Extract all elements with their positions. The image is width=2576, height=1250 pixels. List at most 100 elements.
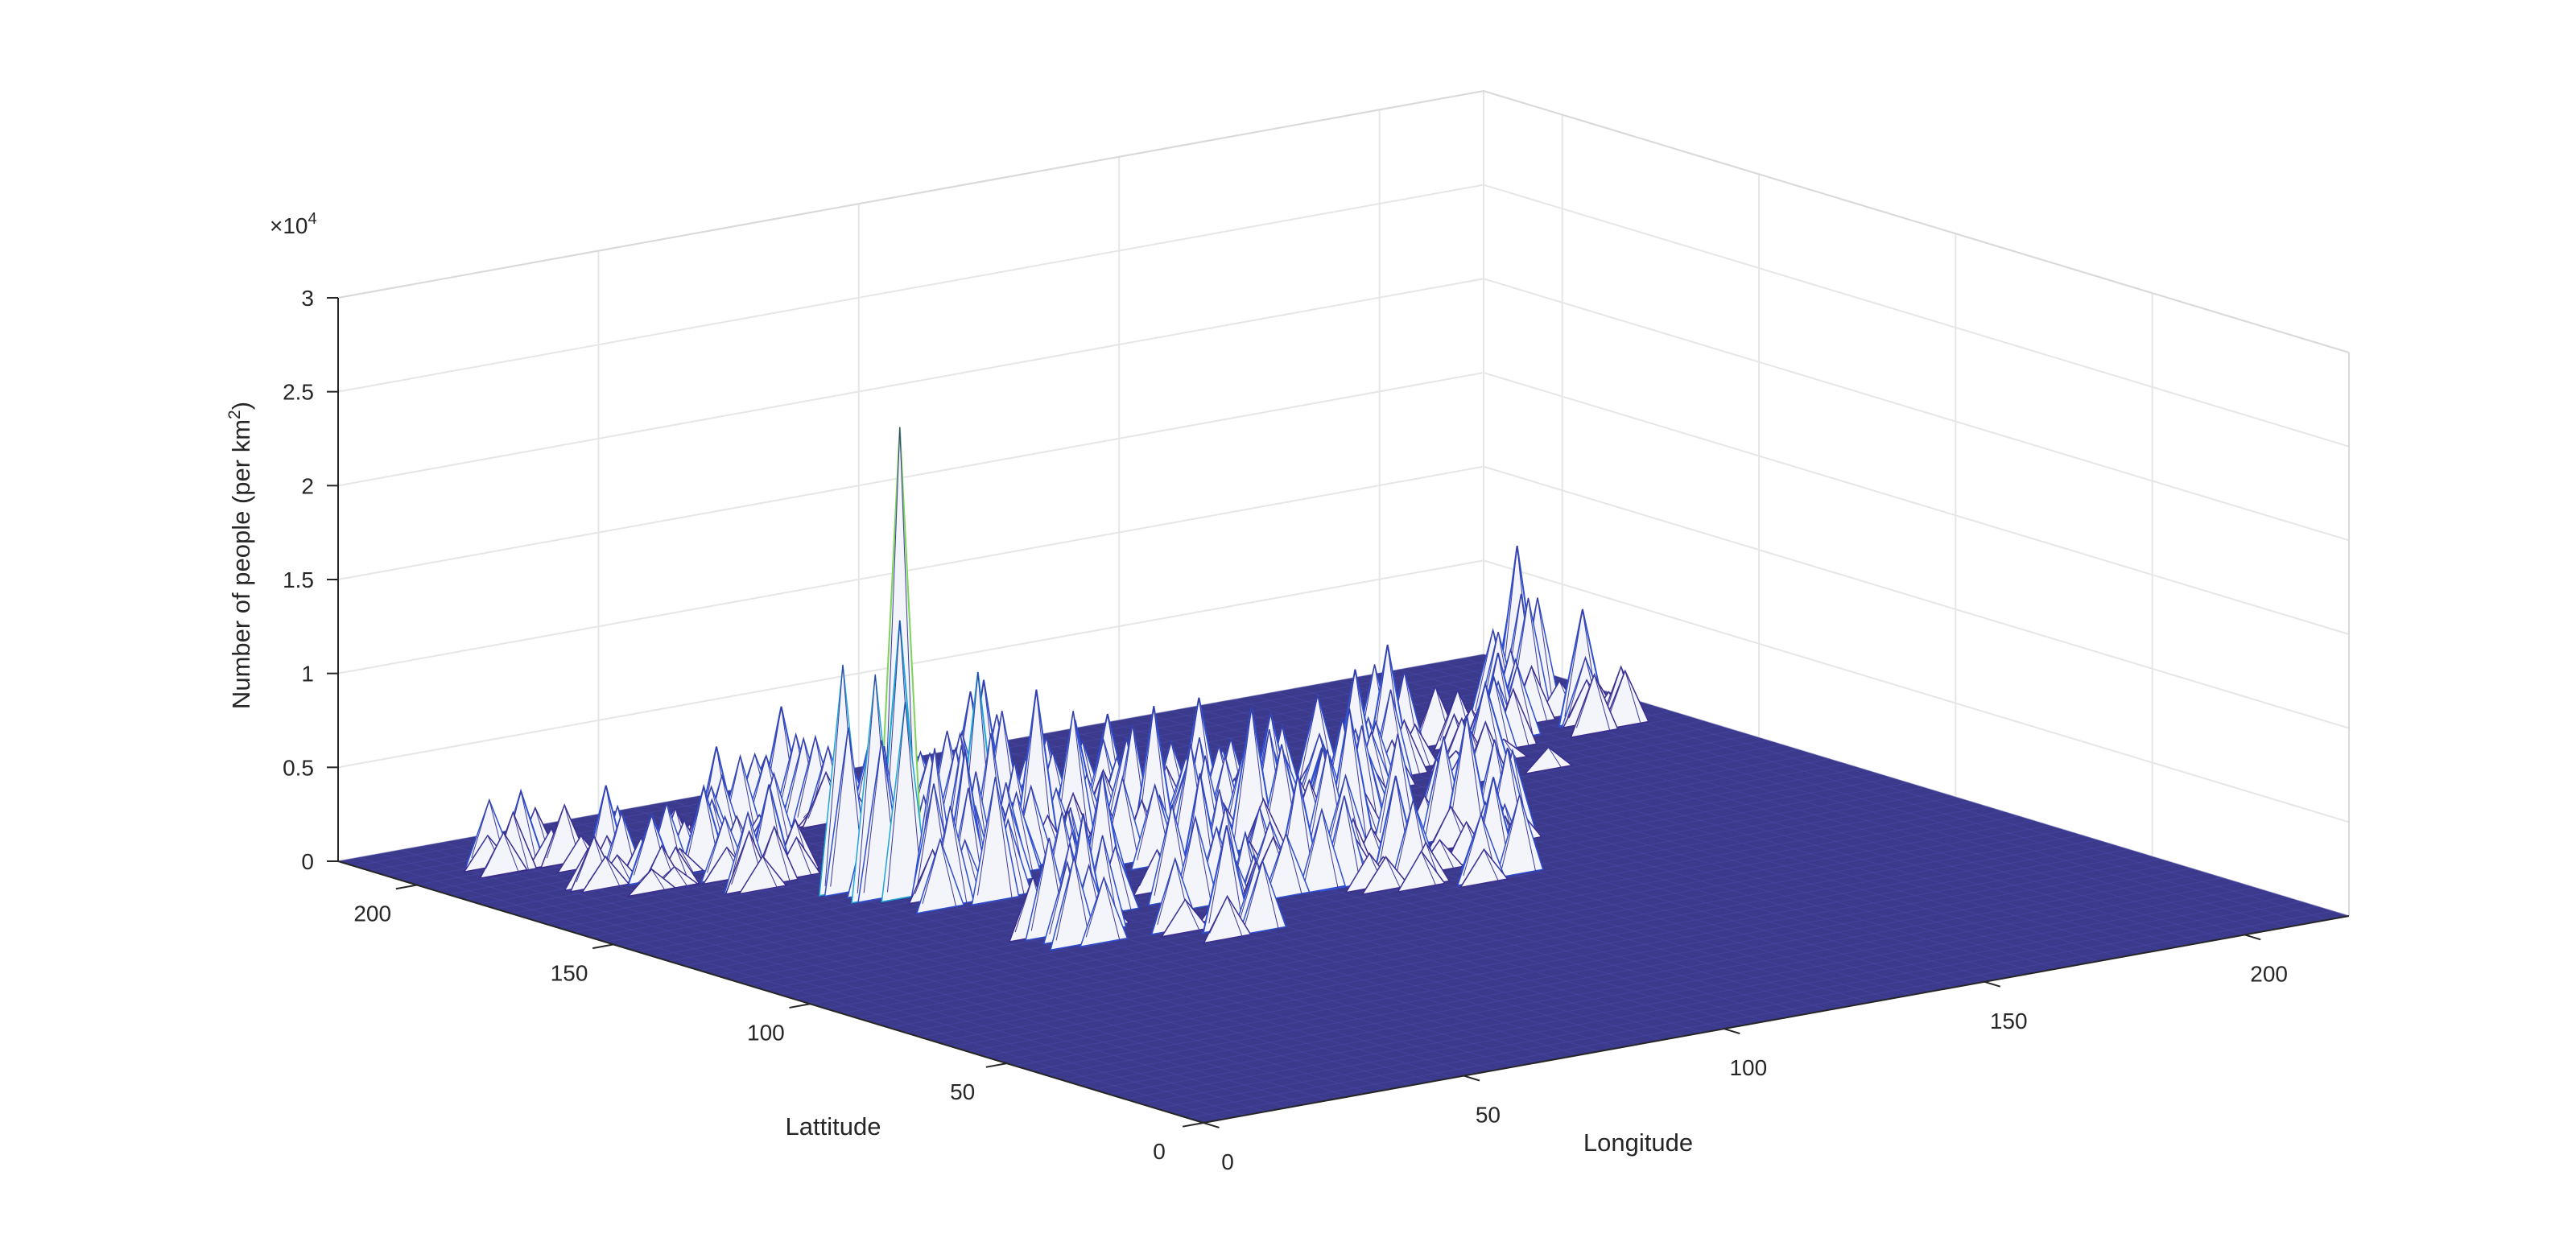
surface-peak xyxy=(1238,859,1287,936)
x-tick xyxy=(1724,1028,1740,1035)
z-exponent-power: 4 xyxy=(308,210,317,228)
surface-peak-mesh xyxy=(1166,898,1203,939)
floor-mesh-line xyxy=(967,844,2113,1052)
floor-mesh-line xyxy=(1077,877,2223,1086)
z-tick-label: 2 xyxy=(301,473,314,498)
z-gridline xyxy=(337,89,2350,353)
floor-mesh-line xyxy=(873,815,2019,1024)
surface-peak-mesh xyxy=(1607,669,1644,732)
label-layer: Longitude Lattitude Number of people (pe… xyxy=(225,210,2288,1174)
floor-mesh-line xyxy=(1187,910,2334,1119)
axis-layer xyxy=(327,297,2350,1128)
floor-mesh-line xyxy=(1156,901,2302,1109)
floor-mesh-line xyxy=(1125,891,2271,1099)
floor-mesh-line xyxy=(841,806,1988,1014)
x-tick-label: 100 xyxy=(1729,1055,1767,1080)
surface-peak-mesh xyxy=(1209,895,1246,945)
y-tick xyxy=(1182,1122,1204,1128)
y-tick-label: 200 xyxy=(353,901,391,926)
floor-mesh-line xyxy=(825,801,1971,1009)
surface-peak-mesh xyxy=(1303,809,1340,896)
surface-peak-mesh xyxy=(1403,850,1440,893)
floor-mesh-line xyxy=(998,853,2145,1062)
y-tick-label: 50 xyxy=(950,1079,975,1104)
top-edge xyxy=(337,89,2350,353)
floor-mesh-line xyxy=(1030,863,2177,1071)
z-exponent-label: ×104 xyxy=(270,210,317,238)
surface-peak xyxy=(1297,807,1347,895)
z-axis-title-main: Number of people (per km xyxy=(227,419,255,709)
x-axis-line xyxy=(1203,915,2350,1124)
surface-peak-mesh xyxy=(1177,817,1214,914)
surface-peak xyxy=(626,868,677,897)
z-tick-label: 0 xyxy=(301,849,314,874)
floor-mesh-line xyxy=(920,830,2066,1038)
y-tick xyxy=(985,1062,1007,1068)
surface-peak-mesh xyxy=(1018,689,1055,864)
z-gridline xyxy=(337,278,2350,542)
surface-peak-mesh xyxy=(1244,860,1281,937)
floor-mesh-line xyxy=(400,849,1266,1112)
y-tick xyxy=(592,943,614,950)
floor-mesh-line xyxy=(1150,714,2017,977)
surface-peak-mesh xyxy=(881,427,919,898)
y-tick-label: 0 xyxy=(1153,1139,1166,1164)
surface-peak-mesh xyxy=(1379,733,1416,844)
floor-mesh-line xyxy=(1108,887,2255,1095)
grid-layer xyxy=(337,89,2350,917)
surface-peak xyxy=(1523,746,1574,775)
y-axis-line xyxy=(337,860,1204,1124)
surface-peak-mesh xyxy=(1466,848,1502,889)
x-tick xyxy=(1984,980,2001,988)
x-axis-title: Longitude xyxy=(1583,1128,1693,1157)
floor-mesh-line xyxy=(1171,906,2318,1114)
floor-mesh-line xyxy=(935,835,2082,1043)
surface-peak-mesh xyxy=(1448,716,1485,844)
surface-peak-mesh xyxy=(745,855,781,896)
floor-mesh-line xyxy=(1062,873,2208,1081)
surface-peak-mesh xyxy=(1530,746,1567,776)
surface-peak-mesh xyxy=(1576,673,1612,739)
x-tick-label: 0 xyxy=(1221,1149,1234,1174)
x-tick xyxy=(1203,1122,1220,1128)
surface-peak-mesh xyxy=(1085,876,1122,948)
surface-peak xyxy=(915,837,965,914)
z-exponent-prefix: ×10 xyxy=(270,213,308,238)
z-tick-label: 1.5 xyxy=(283,567,314,592)
surface-peak-mesh xyxy=(634,868,671,898)
floor-mesh-line xyxy=(889,820,2035,1029)
floor-mesh-line xyxy=(1093,882,2240,1091)
x-tick-label: 50 xyxy=(1476,1103,1501,1128)
surface-peak xyxy=(881,701,930,903)
surface-peak xyxy=(1049,855,1099,951)
floor-mesh-line xyxy=(1014,858,2161,1066)
z-tick-label: 0.5 xyxy=(283,755,314,780)
floor-mesh-line xyxy=(1046,868,2192,1076)
surface-peak-mesh xyxy=(886,701,923,903)
floor-mesh-line xyxy=(1140,896,2286,1104)
floor-mesh-line xyxy=(794,791,1940,1000)
y-axis-title: Lattitude xyxy=(786,1112,881,1141)
y-tick-label: 100 xyxy=(747,1020,785,1045)
floor-mesh-line xyxy=(983,848,2129,1057)
surface-peak xyxy=(971,777,1020,906)
surface-peak-mesh xyxy=(1268,831,1304,902)
floor-mesh-line xyxy=(904,825,2050,1033)
surface-peak xyxy=(1261,831,1311,901)
z-gridline xyxy=(337,184,2350,448)
floor-mesh-line xyxy=(952,839,2098,1047)
z-tick-label: 3 xyxy=(301,286,314,311)
surface-peak xyxy=(1203,894,1252,944)
x-tick xyxy=(1463,1075,1480,1082)
surface-peak-mesh xyxy=(1501,794,1538,880)
z-axis-title-tail: ) xyxy=(227,402,255,410)
floor-mesh-line xyxy=(379,853,1245,1116)
z-tick-label: 2.5 xyxy=(283,380,314,405)
z-axis-title-superscript: 2 xyxy=(225,410,244,419)
surface-peak-mesh xyxy=(922,839,959,915)
z-tick-label: 1 xyxy=(301,662,314,687)
x-tick-label: 150 xyxy=(1990,1009,2028,1033)
x-tick xyxy=(2244,934,2261,941)
floor-mesh-line xyxy=(810,796,1956,1005)
